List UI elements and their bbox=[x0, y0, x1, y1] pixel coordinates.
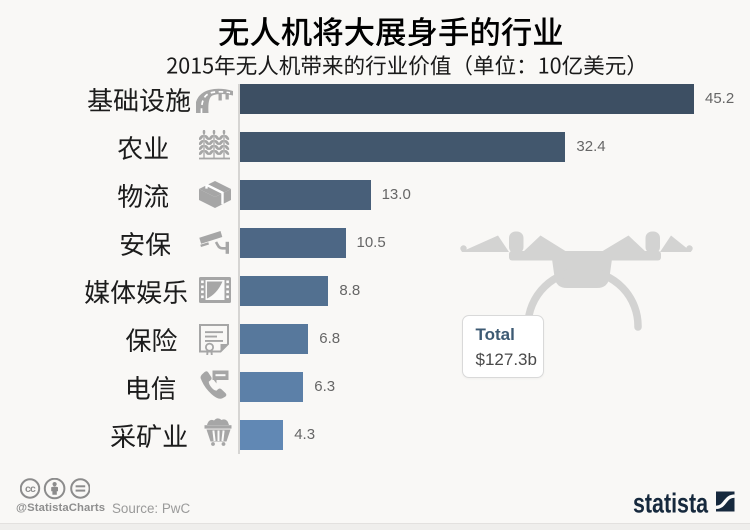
svg-text:statista: statista bbox=[633, 491, 708, 513]
svg-text:cc: cc bbox=[25, 483, 36, 495]
